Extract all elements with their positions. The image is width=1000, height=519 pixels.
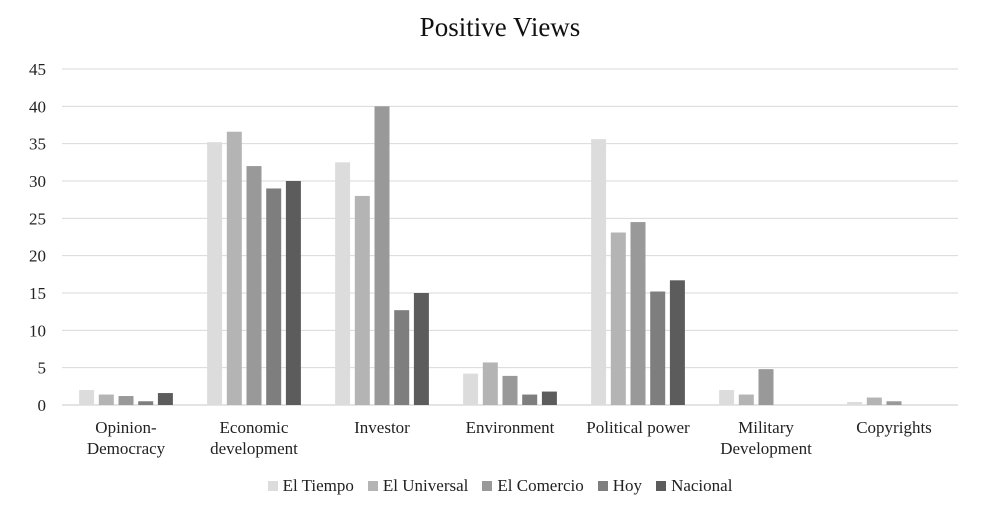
bar: [413, 293, 429, 405]
bar: [266, 188, 282, 405]
bar: [79, 390, 95, 405]
legend-swatch: [597, 481, 608, 491]
legend-item: El Comercio: [482, 476, 584, 496]
bar: [157, 393, 173, 405]
legend-swatch: [656, 481, 667, 491]
bar: [719, 390, 735, 405]
bar: [591, 139, 607, 406]
bar: [541, 391, 557, 405]
bar: [482, 362, 498, 405]
y-tick-label: 0: [38, 396, 47, 415]
legend-item: Nacional: [656, 476, 732, 496]
x-tick-label: Opinion-Democracy: [87, 418, 166, 458]
y-tick-label: 20: [29, 247, 46, 266]
legend-label: Hoy: [612, 476, 643, 495]
y-tick-label: 45: [29, 60, 46, 79]
bar: [374, 106, 390, 405]
bar: [650, 291, 666, 405]
bar: [207, 142, 223, 405]
legend-swatch: [482, 481, 493, 491]
legend-item: El Universal: [367, 476, 469, 496]
x-tick-label: Environment: [466, 418, 555, 437]
legend-label: Nacional: [671, 476, 733, 495]
bar: [335, 162, 351, 405]
legend-swatch: [367, 481, 378, 491]
x-tick-label: Copyrights: [856, 418, 932, 437]
y-tick-label: 40: [29, 97, 46, 116]
legend-label: El Universal: [382, 476, 469, 495]
y-tick-label: 30: [29, 172, 46, 191]
chart-title: Positive Views: [419, 12, 581, 42]
legend-label: El Comercio: [497, 476, 584, 495]
y-tick-label: 10: [29, 321, 46, 340]
bar: [758, 369, 774, 405]
legend-swatch: [267, 481, 278, 491]
legend-item: Hoy: [597, 476, 643, 496]
bar: [866, 397, 882, 405]
x-tick-label: Political power: [586, 418, 690, 437]
bar: [522, 394, 538, 405]
bar: [886, 401, 902, 405]
bar: [226, 131, 242, 405]
bar: [463, 373, 479, 405]
bar: [502, 375, 518, 405]
bar: [394, 310, 410, 405]
y-tick-label: 15: [29, 284, 46, 303]
y-tick-label: 35: [29, 135, 46, 154]
bar: [118, 396, 134, 405]
bar: [630, 222, 646, 405]
x-tick-label: Investor: [354, 418, 410, 437]
y-tick-label: 5: [38, 359, 47, 378]
bar: [138, 401, 154, 405]
bar: [847, 402, 863, 405]
y-tick-label: 25: [29, 209, 46, 228]
legend-label: El Tiempo: [282, 476, 354, 495]
chart-legend: El Tiempo El Universal El Comercio Hoy Nacio…: [0, 476, 1000, 496]
x-tick-label: Economic development: [210, 418, 298, 458]
bar: [246, 166, 262, 405]
bar: [98, 394, 114, 405]
legend-item: El Tiempo: [267, 476, 354, 496]
bar: [738, 394, 754, 405]
x-tick-label: Military Development: [720, 418, 812, 458]
bar: [610, 232, 626, 405]
bar: [354, 195, 370, 405]
bar: [669, 280, 685, 405]
bar: [285, 181, 301, 405]
